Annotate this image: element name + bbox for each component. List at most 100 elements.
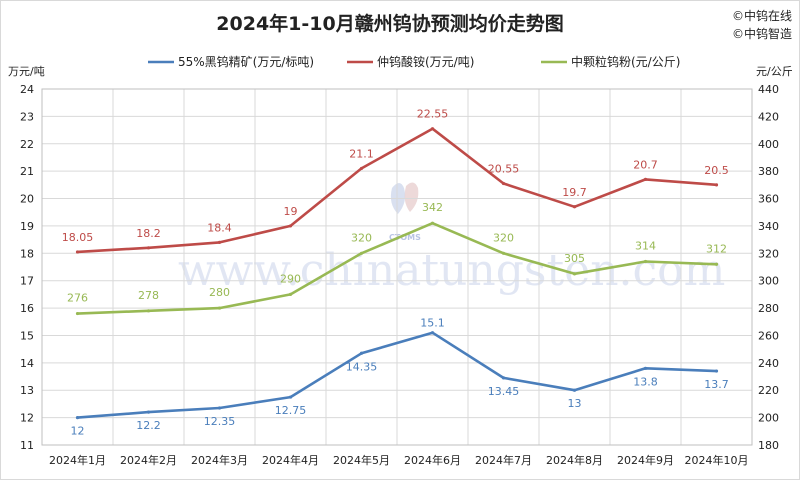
data-point <box>359 351 364 355</box>
data-label: 14.35 <box>346 360 378 373</box>
data-label: 276 <box>67 292 88 305</box>
x-tick-label: 2024年9月 <box>617 453 674 467</box>
data-point <box>714 183 719 187</box>
x-tick-label: 2024年10月 <box>685 453 749 467</box>
data-labels: 12 12.2 12.35 12.75 14.35 15.1 13.45 13 13.8 13.7… <box>62 108 729 438</box>
data-label: 280 <box>209 286 230 299</box>
data-point <box>217 306 222 310</box>
left-axis-unit: 万元/吨 <box>8 65 45 78</box>
data-label: 22.55 <box>417 108 449 121</box>
data-point <box>643 366 648 370</box>
data-point <box>501 251 506 255</box>
watermark-text: www.chinatungsten.com <box>178 245 725 296</box>
data-point <box>288 292 293 296</box>
right-tick-label: 200 <box>758 412 779 425</box>
left-tick-label: 14 <box>20 357 34 370</box>
left-tick-label: 18 <box>20 247 34 260</box>
x-tick-label: 2024年1月 <box>49 453 106 467</box>
left-tick-label: 15 <box>20 329 34 342</box>
data-label: 19.7 <box>562 186 587 199</box>
legend-label: 55%黑钨精矿(万元/标吨) <box>178 54 314 69</box>
right-axis-unit: 元/公斤 <box>756 65 793 78</box>
data-point <box>714 262 719 266</box>
data-point <box>146 309 151 313</box>
data-label: 320 <box>493 231 514 244</box>
data-point <box>714 369 719 373</box>
right-tick-label: 340 <box>758 220 779 233</box>
data-label: 12 <box>71 425 85 438</box>
right-tick-label: 420 <box>758 110 779 123</box>
data-point <box>146 246 151 250</box>
right-tick-label: 440 <box>758 83 779 96</box>
data-label: 12.2 <box>136 419 161 432</box>
data-point <box>501 376 506 380</box>
data-label: 320 <box>351 231 372 244</box>
data-point <box>501 181 506 186</box>
series-line <box>76 127 718 254</box>
data-label: 12.35 <box>204 415 236 428</box>
legend: 55%黑钨精矿(万元/标吨) 仲钨酸铵(万元/吨) 中颗粒钨粉(元/公斤) <box>148 54 680 69</box>
data-label: 15.1 <box>420 317 445 330</box>
right-tick-label: 380 <box>758 165 779 178</box>
data-label: 18.05 <box>62 231 94 244</box>
series-layer <box>75 127 719 420</box>
data-label: 20.55 <box>488 162 520 175</box>
left-tick-label: 24 <box>20 83 34 96</box>
data-label: 13.8 <box>633 375 658 388</box>
series-line <box>76 331 718 419</box>
data-label: 13 <box>568 397 582 410</box>
data-label: 314 <box>635 240 656 253</box>
data-label: 12.75 <box>275 404 307 417</box>
data-label: 18.2 <box>136 227 161 240</box>
right-tick-label: 360 <box>758 193 779 206</box>
right-tick-label: 260 <box>758 329 779 342</box>
left-tick-label: 23 <box>20 110 34 123</box>
data-label: 20.5 <box>704 164 729 177</box>
left-tick-label: 22 <box>20 138 34 151</box>
right-tick-label: 400 <box>758 138 779 151</box>
x-tick-label: 2024年2月 <box>120 453 177 467</box>
left-tick-label: 20 <box>20 193 34 206</box>
data-label: 13.7 <box>704 378 729 391</box>
data-point <box>359 166 364 171</box>
data-point <box>359 251 364 255</box>
data-label: 18.4 <box>207 221 232 234</box>
data-label: 312 <box>706 242 727 255</box>
data-label: 278 <box>138 289 159 302</box>
right-tick-label: 300 <box>758 275 779 288</box>
watermark-logo-text: CTOMS <box>389 233 421 242</box>
data-point <box>572 272 577 276</box>
left-tick-label: 17 <box>20 275 34 288</box>
right-tick-label: 180 <box>758 439 779 452</box>
data-point <box>75 250 80 254</box>
data-point <box>572 205 577 209</box>
x-tick-label: 2024年6月 <box>404 453 461 467</box>
x-tick-label: 2024年7月 <box>475 453 532 467</box>
left-tick-label: 13 <box>20 384 34 397</box>
data-point <box>643 177 648 181</box>
x-tick-label: 2024年5月 <box>333 453 390 467</box>
data-point <box>75 311 80 316</box>
left-tick-label: 21 <box>20 165 34 178</box>
left-tick-label: 11 <box>20 439 34 452</box>
data-label: 290 <box>280 272 301 285</box>
data-label: 19 <box>284 205 298 218</box>
data-point <box>430 331 435 335</box>
plot-area <box>41 88 753 446</box>
data-point <box>288 224 293 228</box>
left-tick-label: 16 <box>20 302 34 315</box>
data-point <box>430 127 435 131</box>
data-point <box>643 259 648 264</box>
credit-1: ©中钨在线 <box>732 8 792 23</box>
data-label: 342 <box>422 201 443 214</box>
x-tick-label: 2024年3月 <box>191 453 248 467</box>
x-tick-label: 2024年4月 <box>262 453 319 467</box>
right-tick-label: 320 <box>758 247 779 260</box>
right-tick-label: 240 <box>758 357 779 370</box>
right-tick-label: 220 <box>758 384 779 397</box>
credit-2: ©中钨智造 <box>732 26 792 41</box>
x-tick-label: 2024年8月 <box>546 453 603 467</box>
data-label: 21.1 <box>349 147 374 160</box>
